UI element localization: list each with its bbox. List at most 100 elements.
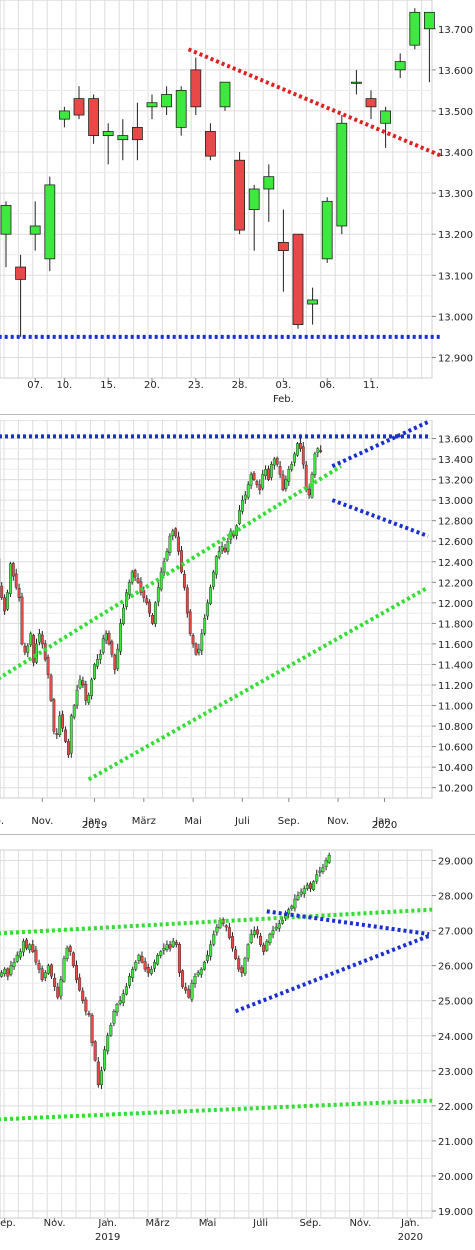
candle-body: [122, 607, 125, 625]
candle-body: [174, 942, 178, 945]
candle-body: [0, 972, 4, 977]
candle-body: [350, 81, 362, 84]
candle-body: [214, 556, 218, 575]
candle-body: [277, 242, 289, 252]
y-tick-label: 13.400: [438, 455, 473, 466]
candle-body: [40, 968, 44, 980]
candle-body: [292, 233, 304, 325]
candle-body: [240, 967, 244, 973]
y-tick-label: 12.200: [438, 578, 473, 589]
candle-body: [12, 961, 16, 967]
candle-body: [133, 570, 137, 578]
candle-body: [53, 977, 57, 987]
candle-body: [293, 453, 296, 463]
candle-body: [127, 582, 131, 595]
candle-body: [59, 979, 63, 997]
candle-body: [223, 547, 227, 552]
candle-body: [162, 947, 166, 951]
candle-body: [46, 965, 50, 974]
candle-body: [146, 966, 150, 973]
y-tick-label: 13.600: [438, 66, 473, 77]
y-tick-label: 12.900: [438, 353, 473, 364]
trend-line: [0, 464, 343, 680]
candle-body: [156, 954, 160, 965]
candle-body: [32, 635, 36, 663]
candle-body: [219, 81, 231, 108]
candle-body: [171, 940, 175, 947]
candle-body: [199, 968, 203, 975]
y-tick-label: 10.200: [438, 784, 473, 795]
candle-body: [9, 965, 13, 975]
candle-body: [315, 874, 319, 882]
candle-body: [131, 126, 143, 141]
candle-body: [171, 530, 175, 536]
x-tick-label: Sep.: [0, 1218, 16, 1229]
candle-body: [96, 1061, 100, 1086]
candle-body: [196, 972, 200, 976]
candle-body: [258, 484, 262, 491]
x-tick-label: Nov.: [327, 816, 349, 827]
y-tick-label: 12.600: [438, 537, 473, 548]
candle-body: [299, 442, 302, 449]
x-year-label: Feb.: [273, 394, 294, 405]
y-tick-label: 25.000: [438, 997, 473, 1008]
candle-body: [3, 968, 7, 975]
candle-body: [272, 458, 276, 466]
y-tick-label: 12.000: [438, 599, 473, 610]
candle-body: [50, 964, 54, 977]
plot-area: [0, 0, 433, 379]
candle-body: [46, 656, 50, 675]
candle-body: [148, 601, 151, 614]
candle-body: [88, 98, 99, 136]
y-tick-label: 11.600: [438, 640, 473, 651]
candle-body: [284, 479, 288, 489]
candle-body: [44, 184, 56, 260]
candle-body: [180, 550, 183, 573]
candle-body: [234, 949, 238, 959]
candle-body: [187, 989, 191, 998]
candle-body: [37, 963, 41, 970]
candle-body: [380, 110, 392, 124]
candle-body: [95, 659, 99, 667]
trend-line: [87, 585, 429, 782]
candle-body: [423, 11, 435, 30]
x-tick-label: Sep.: [299, 1218, 321, 1229]
candle-body: [145, 598, 149, 604]
candle-body: [319, 450, 323, 452]
trend-line: [234, 934, 430, 1014]
candle-body: [81, 990, 85, 1001]
x-tick-label: Mai: [184, 816, 202, 827]
candle-body: [281, 474, 285, 491]
candle-body: [81, 680, 85, 686]
candle-body: [296, 443, 299, 456]
candle-body: [249, 474, 253, 486]
candle-body: [394, 61, 406, 71]
y-tick-label: 10.600: [438, 743, 473, 754]
x-tick-label: Jan.: [84, 816, 104, 827]
y-tick-label: 13.400: [438, 148, 473, 159]
x-tick-label: 23.: [188, 380, 204, 391]
candle-body: [278, 466, 282, 475]
candle-body: [73, 98, 85, 116]
candle-body: [312, 881, 316, 890]
y-tick-label: 20.000: [438, 1172, 473, 1183]
candle-body: [409, 11, 421, 46]
y-tick-label: 11.400: [438, 660, 473, 671]
candle-body: [277, 923, 281, 929]
candle-body: [211, 571, 215, 587]
candle-body: [31, 944, 35, 952]
candle-body: [204, 131, 216, 157]
candle-body: [296, 895, 300, 900]
candle-body: [136, 578, 140, 583]
candle-body: [270, 463, 273, 478]
x-tick-label: 10.: [56, 380, 72, 391]
x-tick-label: 15.: [100, 380, 116, 391]
y-tick-label: 13.700: [438, 25, 473, 36]
candle-body: [119, 623, 123, 652]
candle-body: [149, 968, 153, 974]
candle-body: [206, 954, 210, 961]
candle-body: [324, 860, 328, 867]
y-tick-label: 13.100: [438, 271, 473, 282]
candle-body: [113, 654, 117, 670]
candle-body: [64, 729, 67, 742]
